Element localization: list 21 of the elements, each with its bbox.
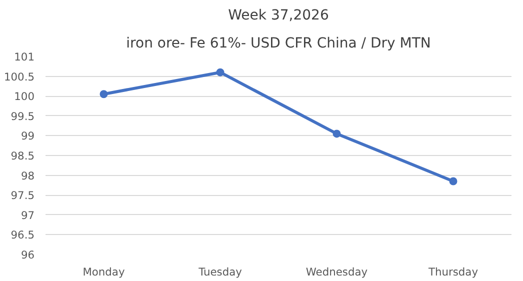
y-tick-label: 99.5	[10, 110, 35, 123]
x-tick-label: Wednesday	[306, 266, 368, 278]
y-tick-label: 97	[20, 208, 35, 222]
y-tick-label: 101	[14, 50, 35, 64]
y-tick-label: 100	[14, 90, 35, 104]
point	[100, 90, 108, 98]
y-tick-label: 96	[20, 248, 35, 262]
x-tick-label: Thursday	[427, 266, 478, 278]
x-tick-label: Tuesday	[198, 266, 242, 278]
y-tick-label: 100.5	[4, 70, 35, 84]
y-tick-label: 96.5	[10, 228, 35, 242]
x-tick-label: Monday	[82, 266, 125, 278]
point	[332, 130, 341, 138]
chart-subtitle: iron ore- Fe 61%- USD CFR China / Dry MTN	[126, 36, 431, 52]
point	[216, 68, 224, 76]
y-tick-label: 98	[20, 169, 35, 182]
chart-title: Week 37,2026	[228, 8, 329, 24]
y-tick-label: 99	[20, 130, 35, 143]
y-tick-label: 98.5	[10, 150, 35, 162]
point	[449, 177, 458, 186]
y-tick-label: 97.5	[10, 189, 35, 202]
